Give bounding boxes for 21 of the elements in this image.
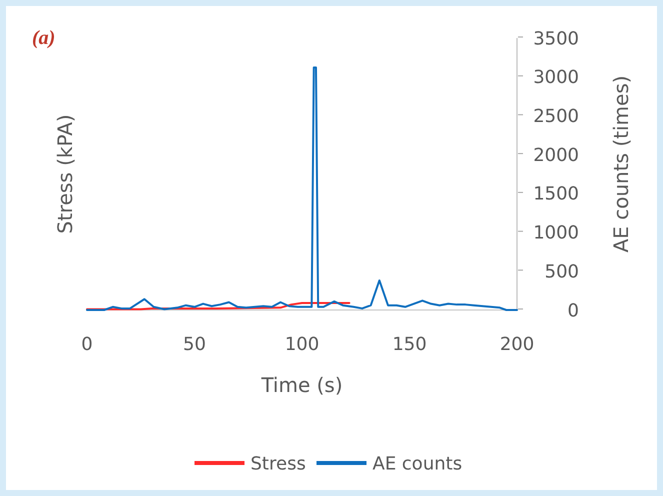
y2-tick-label: 1500 xyxy=(533,184,579,205)
y2-tick-label: 3500 xyxy=(533,28,579,50)
x-tick-label: 150 xyxy=(392,334,427,355)
y2-tick-label: 500 xyxy=(544,261,579,282)
y2-tick-label: 2500 xyxy=(533,106,579,128)
legend-label: AE counts xyxy=(372,453,462,474)
y2-axis-title: AE counts (times) xyxy=(609,75,633,253)
x-tick-label: 200 xyxy=(500,334,534,355)
chart-title: (a) xyxy=(32,27,56,49)
x-tick-label: 0 xyxy=(81,334,93,355)
x-tick-label: 50 xyxy=(183,334,206,355)
x-tick-label: 100 xyxy=(284,334,320,355)
x-axis-title: Time (s) xyxy=(260,373,343,397)
y2-tick-label: 3000 xyxy=(533,67,579,88)
legend-label: Stress xyxy=(250,453,306,474)
y-axis-title: Stress (kPA) xyxy=(53,114,77,234)
y2-tick-label: 1000 xyxy=(533,222,579,244)
y2-tick-label: 0 xyxy=(568,300,579,322)
line-series xyxy=(86,66,518,311)
y2-tick-label: 2000 xyxy=(533,144,579,166)
line-series xyxy=(86,302,350,310)
